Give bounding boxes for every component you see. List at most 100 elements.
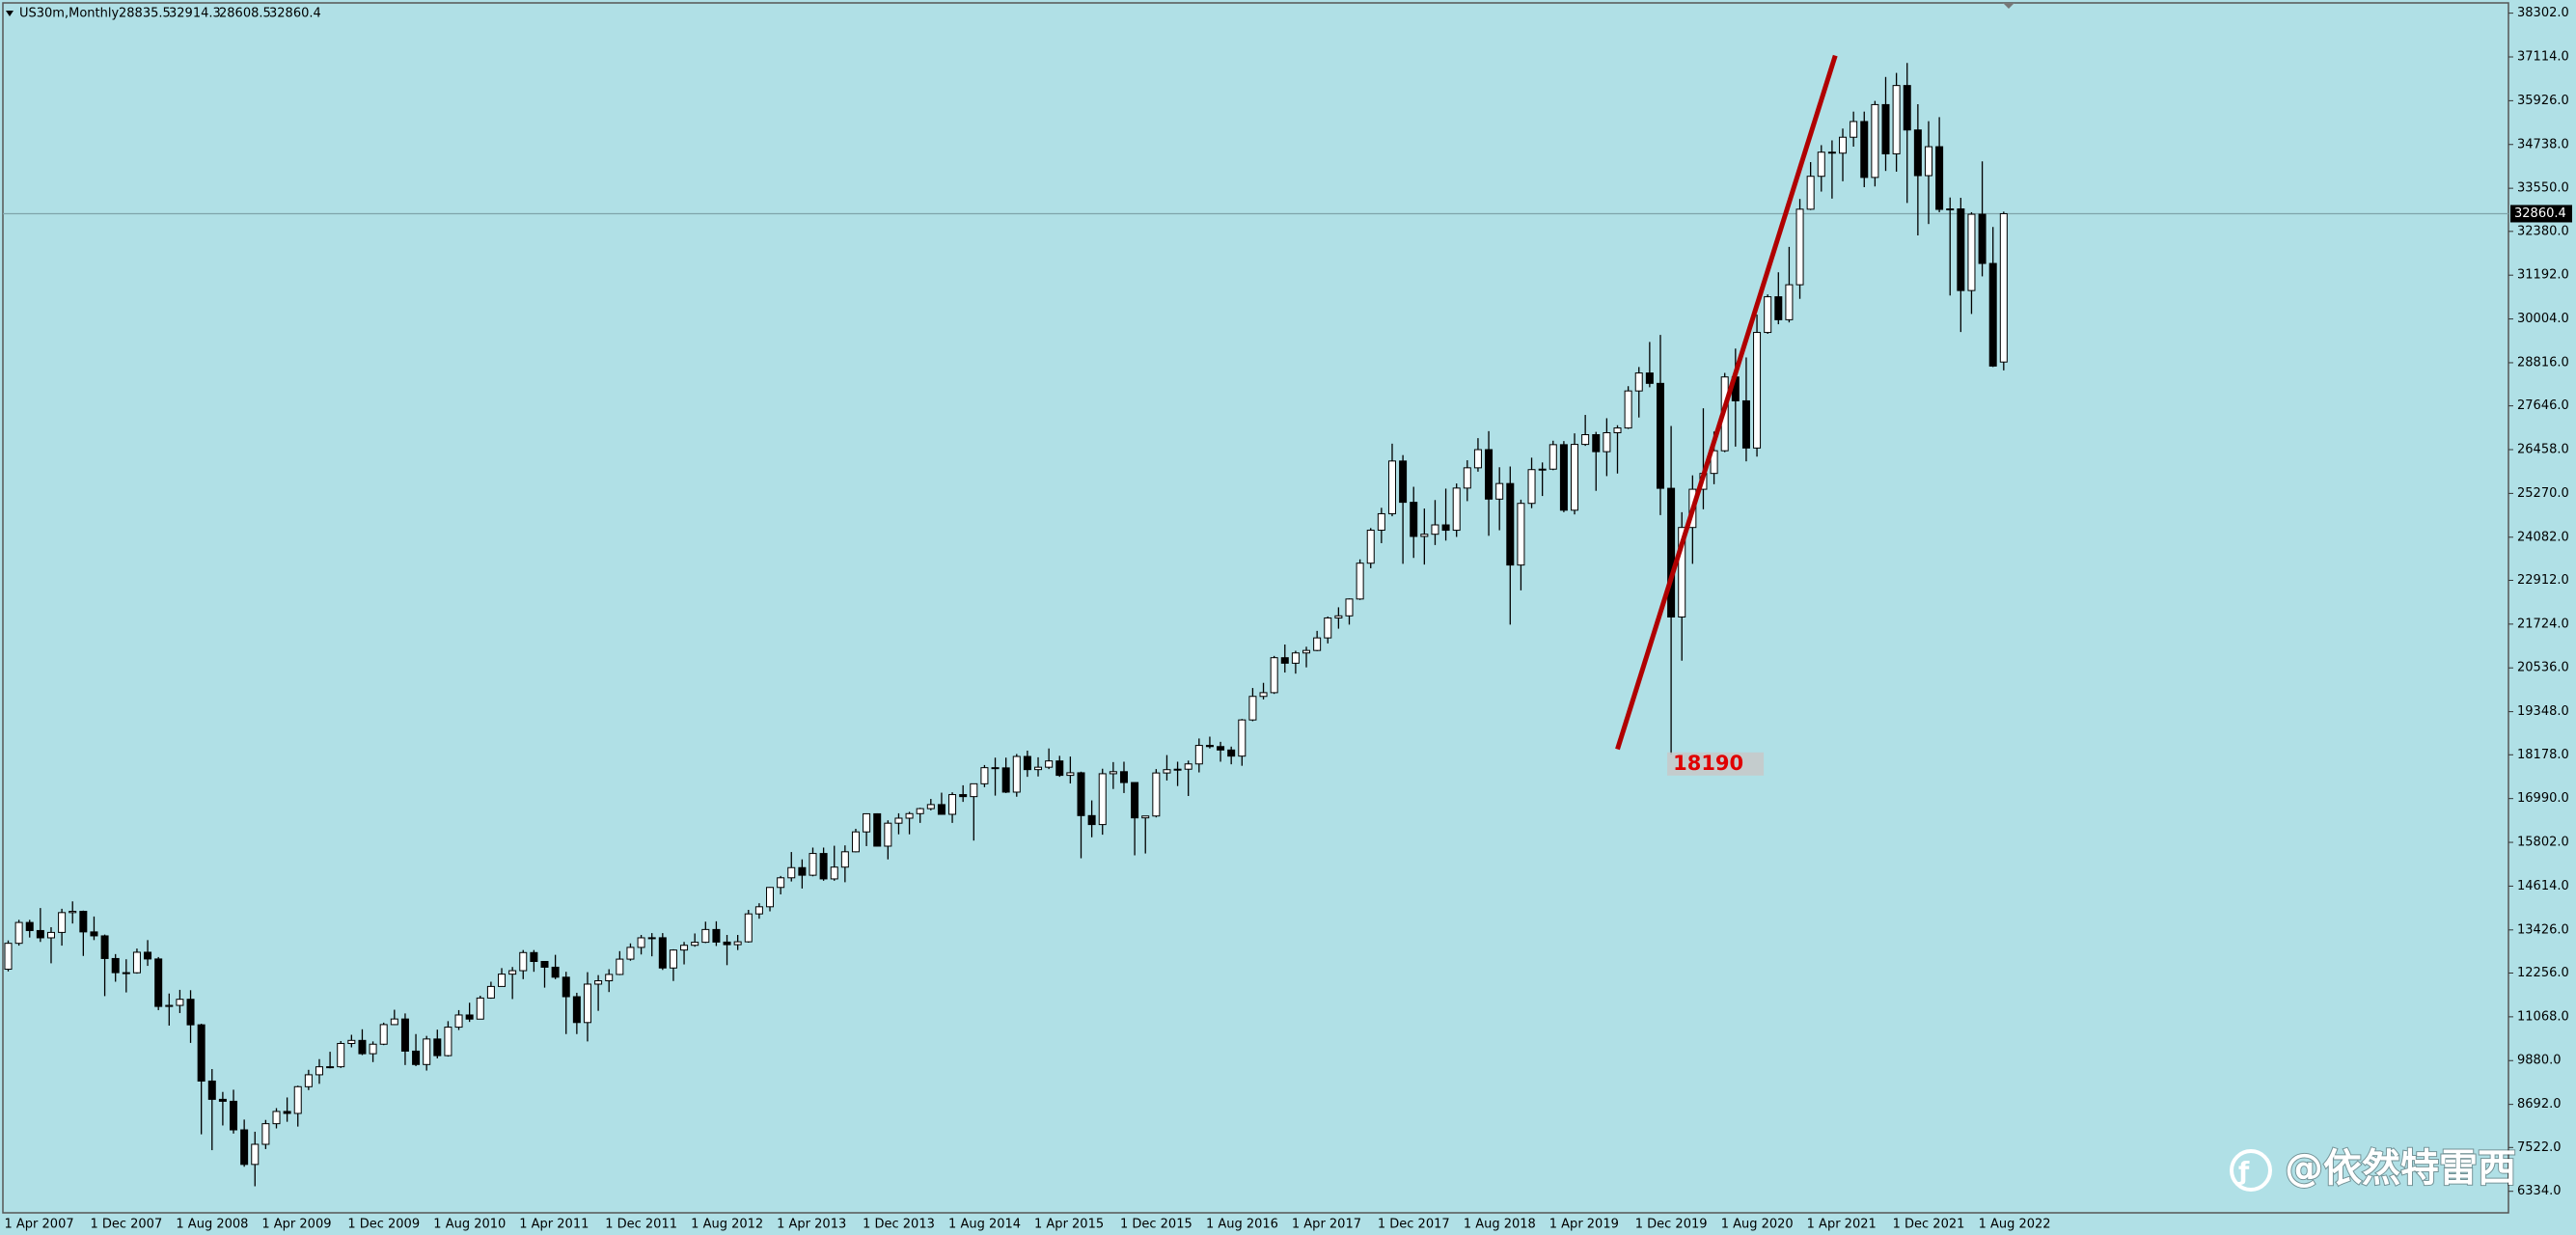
candle-body bbox=[1259, 692, 1268, 698]
candle-body bbox=[1957, 208, 1965, 291]
candle-body bbox=[1131, 782, 1139, 819]
shift-marker bbox=[2003, 3, 2014, 9]
candle-body bbox=[433, 1038, 442, 1057]
x-tick-label: 1 Dec 2019 bbox=[1635, 1218, 1708, 1232]
candle-body bbox=[186, 999, 195, 1026]
candle-body bbox=[744, 913, 753, 943]
candle-body bbox=[594, 980, 603, 985]
candle-body bbox=[1999, 212, 2008, 363]
candle-body bbox=[1785, 284, 1794, 320]
candle-body bbox=[1473, 449, 1482, 469]
candle-body bbox=[176, 999, 184, 1006]
candle-body bbox=[937, 804, 945, 815]
x-tick-label: 1 Apr 2015 bbox=[1034, 1218, 1104, 1232]
candle-body bbox=[1045, 760, 1054, 768]
candle-body bbox=[1098, 773, 1107, 826]
candle-body bbox=[1066, 772, 1075, 777]
y-tick-label: 31192.0 bbox=[2517, 268, 2569, 283]
candle-body bbox=[423, 1038, 431, 1065]
candle-body bbox=[1410, 502, 1418, 537]
candle-body bbox=[572, 996, 581, 1024]
candle-body bbox=[991, 767, 1000, 770]
candle-body bbox=[1581, 434, 1590, 446]
candle-body bbox=[1548, 444, 1557, 470]
candle-body bbox=[1280, 657, 1289, 664]
candle-body bbox=[1903, 85, 1911, 131]
candle-body bbox=[1892, 85, 1901, 154]
candle-body bbox=[884, 822, 892, 847]
y-tick-label: 34738.0 bbox=[2517, 137, 2569, 151]
candle-body bbox=[626, 947, 635, 960]
candle-body bbox=[498, 974, 507, 987]
candle-body bbox=[669, 949, 677, 969]
candle-body bbox=[1592, 434, 1601, 453]
y-tick-label: 20536.0 bbox=[2517, 661, 2569, 675]
candle-body bbox=[400, 1018, 409, 1052]
candle-body bbox=[1431, 524, 1439, 535]
candle-body bbox=[1624, 390, 1632, 429]
candle-body bbox=[1452, 487, 1461, 532]
y-tick-label: 18178.0 bbox=[2517, 748, 2569, 762]
candle-body bbox=[1710, 450, 1718, 475]
candle-body bbox=[1603, 431, 1611, 453]
y-tick-label: 32380.0 bbox=[2517, 224, 2569, 238]
x-tick-label: 1 Dec 2017 bbox=[1378, 1218, 1450, 1232]
x-tick-label: 1 Apr 2019 bbox=[1549, 1218, 1619, 1232]
candle-body bbox=[1978, 213, 1987, 264]
candle-body bbox=[798, 866, 807, 876]
candle-body bbox=[723, 941, 731, 946]
candle-body bbox=[1356, 563, 1364, 600]
candle-body bbox=[283, 1111, 291, 1114]
x-tick-label: 1 Aug 2018 bbox=[1464, 1218, 1536, 1232]
candle-body bbox=[583, 983, 591, 1024]
candle-body bbox=[90, 931, 98, 937]
candle-body bbox=[1141, 815, 1150, 819]
y-tick-label: 38302.0 bbox=[2517, 6, 2569, 20]
candle-body bbox=[412, 1050, 421, 1065]
candle-body bbox=[4, 943, 13, 971]
y-tick-label: 15802.0 bbox=[2517, 836, 2569, 850]
x-tick-label: 1 Aug 2020 bbox=[1721, 1218, 1794, 1232]
y-tick-label: 26458.0 bbox=[2517, 443, 2569, 457]
candle-body bbox=[1420, 534, 1429, 537]
candle-body bbox=[154, 958, 163, 1007]
x-tick-label: 1 Dec 2013 bbox=[863, 1218, 935, 1232]
candle-body bbox=[261, 1123, 270, 1145]
candle-body bbox=[1871, 103, 1879, 178]
candle-body bbox=[347, 1039, 356, 1044]
candle-body bbox=[1827, 151, 1836, 154]
candle-body bbox=[1441, 524, 1450, 532]
candle-body bbox=[1001, 767, 1010, 793]
candle-body bbox=[1302, 649, 1311, 654]
candle-body bbox=[616, 958, 624, 975]
header-high: 32914.3 bbox=[169, 7, 221, 21]
candle-body bbox=[1163, 769, 1171, 774]
candle-body bbox=[948, 794, 957, 815]
x-tick-label: 1 Apr 2007 bbox=[5, 1218, 74, 1232]
candle-body bbox=[1034, 766, 1043, 771]
candle-body bbox=[754, 906, 763, 915]
candle-body bbox=[830, 866, 838, 880]
candle-body bbox=[1839, 136, 1848, 154]
y-tick-label: 7522.0 bbox=[2517, 1140, 2562, 1155]
candle-body bbox=[970, 782, 978, 798]
candle-body bbox=[454, 1014, 463, 1029]
y-tick-label: 13426.0 bbox=[2517, 922, 2569, 937]
candle-body bbox=[165, 1004, 174, 1007]
candle-body bbox=[1495, 482, 1504, 500]
header-close: 32860.4 bbox=[269, 7, 321, 21]
candle-body bbox=[1774, 296, 1783, 320]
candle-body bbox=[508, 970, 517, 975]
candle-body bbox=[197, 1024, 206, 1082]
plot-frame bbox=[2, 2, 2509, 1214]
candle-body bbox=[701, 928, 710, 944]
candle-body bbox=[787, 866, 796, 879]
candle-body bbox=[637, 937, 645, 948]
x-tick-label: 1 Apr 2011 bbox=[519, 1218, 589, 1232]
candle-body bbox=[1741, 399, 1750, 449]
candle-body bbox=[465, 1014, 474, 1020]
candle-body bbox=[777, 877, 785, 889]
x-tick-label: 1 Aug 2014 bbox=[948, 1218, 1021, 1232]
candle-body bbox=[1506, 482, 1515, 566]
